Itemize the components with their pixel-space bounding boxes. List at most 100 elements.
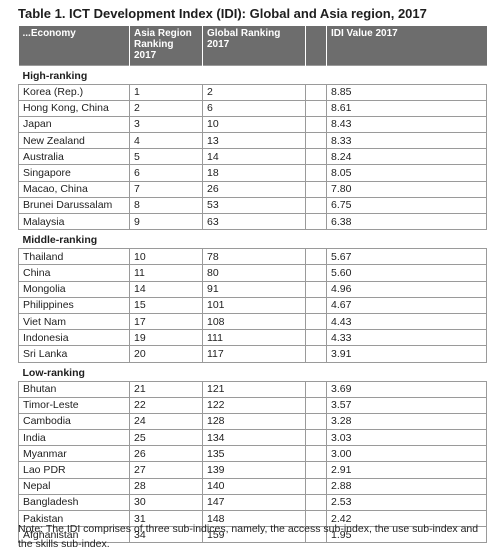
cell-spacer	[305, 280, 327, 298]
cell-asia-ranking: 25	[129, 429, 203, 447]
cell-idi-value: 4.67	[326, 296, 487, 314]
table-row: Japan 3 10 8.43	[18, 115, 487, 134]
cell-asia-ranking: 6	[129, 164, 203, 182]
table-row: Hong Kong, China 2 6 8.61	[18, 99, 487, 117]
cell-global-ranking: 13	[202, 132, 306, 150]
cell-asia-ranking: 2	[129, 99, 203, 117]
cell-spacer	[305, 180, 327, 198]
cell-global-ranking: 140	[202, 477, 306, 495]
cell-spacer	[305, 264, 327, 282]
cell-spacer	[305, 429, 327, 447]
cell-spacer	[305, 148, 327, 166]
table-row: Bangladesh 30 147 2.53	[18, 493, 487, 512]
col-header-spacer	[305, 26, 327, 65]
cell-idi-value: 3.69	[326, 380, 487, 398]
cell-asia-ranking: 26	[129, 445, 203, 463]
table-row: Nepal 28 140 2.88	[18, 477, 487, 495]
cell-global-ranking: 26	[202, 180, 306, 198]
cell-global-ranking: 91	[202, 280, 306, 298]
cell-idi-value: 2.91	[326, 461, 487, 479]
cell-idi-value: 8.61	[326, 99, 487, 117]
table-row: Singapore 6 18 8.05	[18, 164, 487, 182]
col-header-idi-value: IDI Value 2017	[326, 26, 487, 65]
table-body: High-ranking Korea (Rep.) 1 2 8.85 Hong Kong,…	[18, 64, 487, 544]
cell-idi-value: 4.96	[326, 280, 487, 298]
cell-global-ranking: 10	[202, 115, 306, 134]
cell-asia-ranking: 11	[129, 264, 203, 282]
cell-spacer	[305, 83, 327, 101]
cell-idi-value: 8.05	[326, 164, 487, 182]
col-header-economy: ...Economy	[18, 26, 130, 65]
table-row: Mongolia 14 91 4.96	[18, 280, 487, 298]
cell-global-ranking: 147	[202, 493, 306, 512]
table-row: Malaysia 9 63 6.38	[18, 212, 487, 231]
cell-asia-ranking: 8	[129, 196, 203, 215]
cell-spacer	[305, 248, 327, 266]
cell-spacer	[305, 196, 327, 215]
group-header-row: Low-ranking	[18, 361, 487, 381]
cell-economy: Indonesia	[18, 329, 130, 347]
cell-global-ranking: 2	[202, 83, 306, 101]
cell-economy: Timor-Leste	[18, 396, 130, 414]
cell-economy: Afghanistan	[18, 526, 130, 544]
group-header-row: Middle-ranking	[18, 229, 487, 249]
table-row: New Zealand 4 13 8.33	[18, 132, 487, 150]
cell-idi-value: 8.85	[326, 83, 487, 101]
cell-economy: Hong Kong, China	[18, 99, 130, 117]
cell-idi-value: 4.43	[326, 312, 487, 331]
col-header-asia-ranking: Asia Region Ranking 2017	[129, 26, 203, 65]
cell-economy: Cambodia	[18, 412, 130, 431]
idi-table: ...Economy Asia Region Ranking 2017 Glob…	[18, 26, 487, 544]
cell-spacer	[305, 329, 327, 347]
cell-economy: Nepal	[18, 477, 130, 495]
cell-spacer	[305, 296, 327, 314]
cell-asia-ranking: 34	[129, 526, 203, 544]
cell-global-ranking: 111	[202, 329, 306, 347]
cell-spacer	[305, 461, 327, 479]
cell-asia-ranking: 10	[129, 248, 203, 266]
cell-global-ranking: 63	[202, 212, 306, 231]
cell-asia-ranking: 3	[129, 115, 203, 134]
cell-asia-ranking: 15	[129, 296, 203, 314]
cell-economy: Thailand	[18, 248, 130, 266]
table-row: Macao, China 7 26 7.80	[18, 180, 487, 198]
header-row: ...Economy Asia Region Ranking 2017 Glob…	[18, 26, 487, 65]
table-row: India 25 134 3.03	[18, 429, 487, 447]
cell-idi-value: 3.28	[326, 412, 487, 431]
cell-economy: Viet Nam	[18, 312, 130, 331]
cell-asia-ranking: 30	[129, 493, 203, 512]
table-row: Australia 5 14 8.24	[18, 148, 487, 166]
cell-asia-ranking: 27	[129, 461, 203, 479]
table-row: Korea (Rep.) 1 2 8.85	[18, 83, 487, 101]
cell-spacer	[305, 312, 327, 331]
cell-global-ranking: 6	[202, 99, 306, 117]
cell-spacer	[305, 380, 327, 398]
cell-economy: Singapore	[18, 164, 130, 182]
table-row: Thailand 10 78 5.67	[18, 248, 487, 266]
cell-idi-value: 5.60	[326, 264, 487, 282]
cell-global-ranking: 14	[202, 148, 306, 166]
cell-economy: Bangladesh	[18, 493, 130, 512]
table-row: Afghanistan 34 159 1.95	[18, 526, 487, 544]
cell-idi-value: 2.53	[326, 493, 487, 512]
cell-economy: Lao PDR	[18, 461, 130, 479]
cell-economy: New Zealand	[18, 132, 130, 150]
cell-economy: India	[18, 429, 130, 447]
table-row: Timor-Leste 22 122 3.57	[18, 396, 487, 414]
cell-spacer	[305, 445, 327, 463]
cell-spacer	[305, 132, 327, 150]
table-row: Viet Nam 17 108 4.43	[18, 312, 487, 331]
cell-idi-value: 1.95	[326, 526, 487, 544]
cell-spacer	[305, 396, 327, 414]
cell-global-ranking: 121	[202, 380, 306, 398]
cell-economy: Macao, China	[18, 180, 130, 198]
table-row: Sri Lanka 20 117 3.91	[18, 345, 487, 363]
cell-global-ranking: 117	[202, 345, 306, 363]
cell-global-ranking: 135	[202, 445, 306, 463]
cell-idi-value: 5.67	[326, 248, 487, 266]
cell-spacer	[305, 493, 327, 512]
cell-asia-ranking: 22	[129, 396, 203, 414]
cell-global-ranking: 78	[202, 248, 306, 266]
cell-idi-value: 3.91	[326, 345, 487, 363]
table-row: Myanmar 26 135 3.00	[18, 445, 487, 463]
